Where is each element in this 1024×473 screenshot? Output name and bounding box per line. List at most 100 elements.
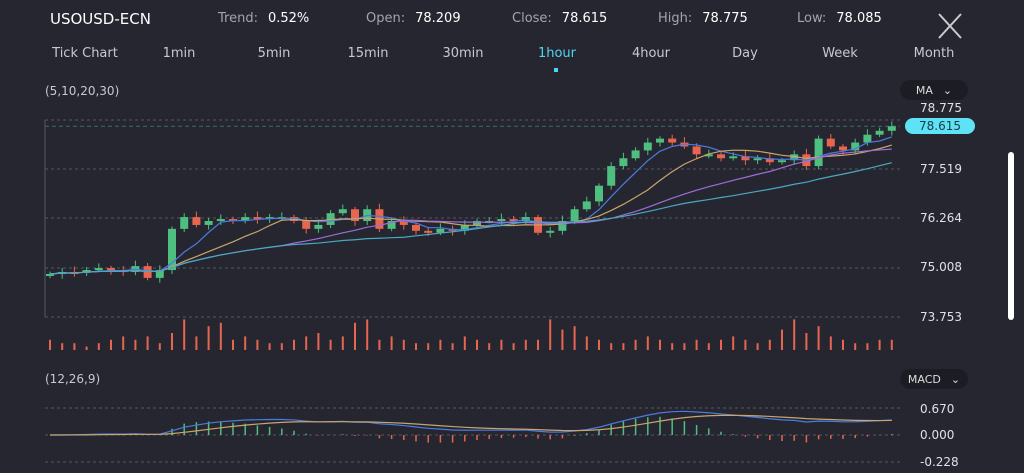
volume-bar — [537, 339, 539, 350]
volume-bar — [244, 336, 247, 350]
ma-selector[interactable]: MA ⌄ — [900, 80, 968, 100]
volume-bar — [305, 336, 308, 350]
low-stat: Low: 78.085 — [797, 11, 882, 26]
candle — [338, 209, 347, 214]
volume-bar — [512, 343, 515, 350]
timeframe-tabs: Tick Chart 1min 5min 15min 30min 1hour 4hour Da… — [0, 46, 1024, 76]
tab-4hour[interactable]: 4hour — [631, 46, 671, 61]
volume-bar — [817, 326, 820, 350]
chevron-down-icon: ⌄ — [950, 372, 961, 386]
candle — [436, 228, 445, 233]
volume-bar — [146, 336, 149, 350]
candle — [302, 221, 311, 229]
candle — [399, 221, 408, 225]
volume-bar — [61, 343, 64, 350]
tab-week[interactable]: Week — [822, 46, 858, 61]
candle — [595, 185, 603, 202]
volume-bar — [256, 339, 259, 350]
tab-5min[interactable]: 5min — [257, 46, 291, 61]
candle — [765, 158, 774, 163]
volume-bar — [878, 339, 881, 350]
volume-bar — [805, 333, 808, 350]
candle — [314, 224, 323, 229]
candle — [704, 154, 713, 157]
candle — [778, 160, 786, 163]
volume-bar — [829, 336, 832, 350]
volume-bar — [671, 343, 674, 350]
high-stat: High: 78.775 — [658, 11, 748, 26]
volume-bar — [768, 339, 771, 350]
ma5-line — [49, 136, 892, 275]
volume-bar — [232, 339, 234, 350]
candle — [192, 217, 201, 225]
volume-bar — [97, 343, 100, 350]
volume-bar — [317, 333, 320, 350]
volume-bar — [561, 329, 564, 350]
candle — [851, 142, 860, 151]
candle — [82, 270, 91, 273]
volume-bar — [549, 319, 552, 350]
volume-bar — [732, 336, 735, 350]
volume-bar — [49, 339, 51, 350]
candle — [155, 270, 164, 278]
candle — [168, 228, 176, 271]
close-button[interactable] — [936, 12, 964, 40]
volume-bar — [707, 343, 710, 350]
candle — [607, 166, 616, 186]
tab-30min[interactable]: 30min — [442, 46, 484, 61]
candle — [460, 224, 469, 231]
tab-1min[interactable]: 1min — [162, 46, 196, 61]
volume-bar — [207, 326, 210, 350]
volume-bar — [610, 343, 613, 350]
tab-1hour[interactable]: 1hour — [537, 46, 577, 61]
volume-bar — [329, 339, 332, 350]
volume-bar — [280, 343, 283, 350]
volume-bar — [585, 336, 588, 350]
volume-bar — [695, 339, 698, 350]
volume-bar — [195, 336, 198, 350]
symbol-title: USOUSD-ECN — [50, 10, 151, 28]
ma10-line — [49, 144, 892, 275]
candle — [753, 158, 762, 161]
price-tick: 75.008 — [920, 260, 962, 274]
macd-dif-line — [49, 410, 892, 436]
candle — [94, 268, 103, 271]
candle — [619, 158, 628, 167]
candle — [826, 138, 835, 147]
candle — [558, 221, 567, 231]
candle — [107, 268, 115, 271]
volume-bar — [646, 336, 649, 350]
macd-tick: 0.000 — [920, 428, 955, 442]
tab-month[interactable]: Month — [913, 46, 955, 61]
volume-bar — [781, 329, 783, 350]
volume-bar — [756, 343, 759, 350]
macd-selector[interactable]: MACD ⌄ — [900, 369, 968, 389]
candle — [216, 219, 225, 222]
tab-day[interactable]: Day — [732, 46, 758, 61]
ma30-line — [49, 162, 892, 275]
candle — [656, 138, 664, 143]
volume-bar — [354, 322, 356, 350]
candle — [204, 221, 213, 225]
macd-tick: 0.670 — [920, 402, 955, 416]
volume-bar — [744, 339, 747, 350]
scrollbar[interactable] — [1008, 152, 1014, 320]
chevron-down-icon: ⌄ — [942, 83, 953, 97]
header: USOUSD-ECN Trend: 0.52% Open: 78.209 Close… — [0, 8, 1024, 39]
volume-bar — [219, 322, 222, 350]
volume-bar — [158, 343, 161, 350]
tab-15min[interactable]: 15min — [347, 46, 389, 61]
candle — [643, 142, 652, 151]
candle — [717, 154, 725, 159]
volume-bar — [268, 343, 271, 350]
candle — [46, 273, 54, 276]
candle — [790, 154, 799, 161]
close-icon — [938, 13, 962, 39]
volume-bar — [293, 339, 295, 350]
volume-bar — [366, 319, 369, 350]
tab-tick-chart[interactable]: Tick Chart — [52, 46, 118, 61]
candle — [692, 146, 701, 155]
candle — [326, 213, 335, 225]
volume-bar — [402, 339, 405, 350]
